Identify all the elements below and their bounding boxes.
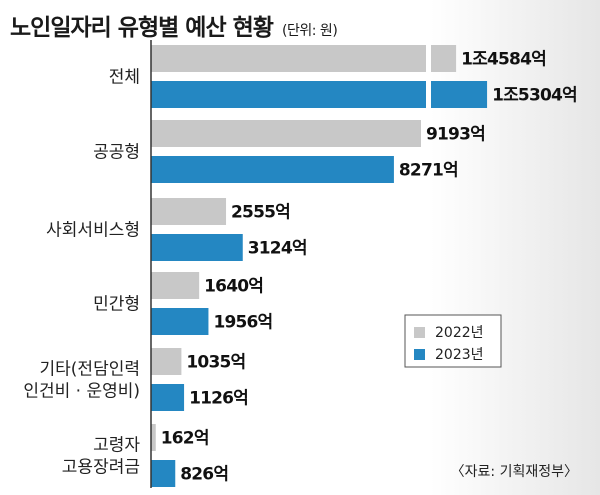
bar [151,272,200,299]
bar [151,198,227,225]
category-label: 민간형 [93,295,140,315]
category-label: 고용장려금 [62,458,140,478]
data-label: 1조4584억 [461,50,546,70]
bar [151,460,176,487]
bar [151,424,156,451]
bar [431,81,488,108]
legend-swatch [414,349,425,360]
data-label: 3124억 [248,239,307,259]
category-label: 기타(전담인력 [40,360,140,380]
legend-label: 2023년 [435,347,484,363]
category-label: 인건비 · 운영비) [23,382,140,402]
legend-label: 2022년 [435,325,484,341]
bar [151,348,182,375]
bar [151,308,209,335]
chart-title-block: 노인일자리 유형별 예산 현황 (단위: 원) [10,8,338,42]
data-label: 162억 [161,429,209,449]
data-label: 1126억 [189,389,248,409]
bar [431,45,457,72]
category-label: 공공형 [93,143,140,163]
chart-unit: (단위: 원) [282,23,338,39]
category-label: 사회서비스형 [46,221,140,241]
data-label: 1956억 [213,313,272,333]
bar-segment [151,81,426,108]
data-label: 1조5304억 [492,86,577,106]
data-label: 1035억 [186,353,245,373]
chart-title: 노인일자리 유형별 예산 현황 [10,15,274,41]
data-label: 1640억 [204,277,263,297]
bar [151,156,394,183]
legend-swatch [414,327,425,338]
category-label: 고령자 [93,436,140,456]
bar-segment [151,45,426,72]
bar [151,120,421,147]
category-label: 전체 [109,68,140,88]
bar [151,384,185,411]
data-label: 8271억 [399,161,458,181]
bar [151,234,243,261]
data-label: 9193억 [426,125,485,145]
source-note: 〈자료: 기획재정부〉 [450,464,578,480]
data-label: 2555억 [231,203,290,223]
data-label: 826억 [180,465,228,485]
